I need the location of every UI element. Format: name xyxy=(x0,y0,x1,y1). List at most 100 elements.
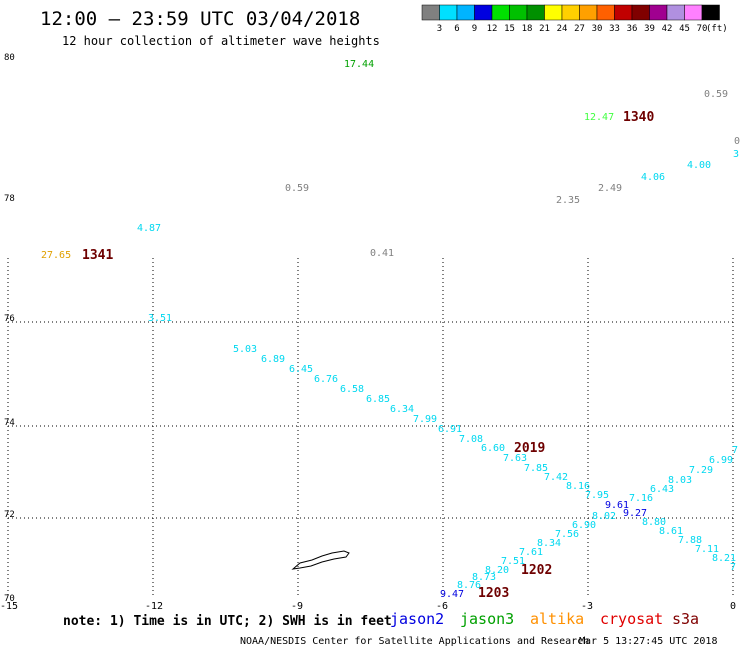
swh-value: 7.95 xyxy=(585,490,609,501)
lon-label-minus-6: -6 xyxy=(436,601,448,612)
legend-tick-label: 39 xyxy=(644,24,655,34)
swh-value: 7.61 xyxy=(519,547,543,558)
legend-swatch xyxy=(474,4,493,21)
lon-label-minus-9: -9 xyxy=(291,601,303,612)
swh-value: 8.61 xyxy=(659,526,683,537)
lon-label-minus-15: -15 xyxy=(0,601,18,612)
legend-swatch xyxy=(649,4,668,21)
swh-value: 3 xyxy=(733,149,739,160)
swh-value: 8.34 xyxy=(537,538,561,549)
pass-time-label: 1340 xyxy=(623,110,654,125)
wave-height-color-legend: 3 6 9 12 15 18 21 24 27 30 33 36 39 42 45 70 xyxy=(421,4,720,34)
swh-value: 7.85 xyxy=(524,463,548,474)
pass-time-labels: 1340 1341 2019 1202 1203 xyxy=(82,110,654,601)
map-grid xyxy=(7,258,734,598)
legend-swatch xyxy=(666,4,685,21)
swh-value: 8.76 xyxy=(457,580,481,591)
legend-swatch xyxy=(684,4,703,21)
swh-value: 6.43 xyxy=(650,484,674,495)
swh-value: 6.45 xyxy=(289,364,313,375)
legend-swatch xyxy=(456,4,475,21)
satellite-legend: jason2 jason3 altika cryosat s3a xyxy=(390,610,699,628)
legend-swatch xyxy=(421,4,440,21)
satellite-s3a: s3a xyxy=(672,610,699,628)
swh-value: 8.16 xyxy=(566,481,590,492)
pass-time-label: 1341 xyxy=(82,248,113,263)
pass-time-label: 2019 xyxy=(514,441,545,456)
island-outline xyxy=(291,550,350,570)
swh-value: 0 xyxy=(734,136,740,147)
swh-value: 6.99 xyxy=(709,455,733,466)
swh-value: 27.65 xyxy=(41,250,71,261)
swh-value: 8.03 xyxy=(668,475,692,486)
swh-value: 0.59 xyxy=(285,183,309,194)
swh-value: 4.06 xyxy=(641,172,665,183)
footer-credit: NOAA/NESDIS Center for Satellite Applica… xyxy=(240,636,589,647)
swh-value: 9.61 xyxy=(605,500,629,511)
legend-tick-label: 21 xyxy=(539,24,550,34)
legend-tick-label: 42 xyxy=(662,24,673,34)
legend-tick-label: 33 xyxy=(609,24,620,34)
lat-label-72: 72 xyxy=(4,510,15,520)
legend-tick-label: 45 xyxy=(679,24,690,34)
swh-value: 8.02 xyxy=(592,511,616,522)
swh-value: 7.63 xyxy=(503,453,527,464)
swh-value: 7.51 xyxy=(501,556,525,567)
swh-value: 3.51 xyxy=(148,313,172,324)
swh-value: 6.76 xyxy=(314,374,338,385)
swh-value: 6.60 xyxy=(481,443,505,454)
legend-tick-label: 9 xyxy=(472,24,477,34)
swh-value: 7.88 xyxy=(678,535,702,546)
lat-label-74: 74 xyxy=(4,418,15,428)
footer-note: note: 1) Time is in UTC; 2) SWH is in fe… xyxy=(63,614,392,629)
swh-value: 7.16 xyxy=(629,493,653,504)
swh-value: 8.73 xyxy=(472,572,496,583)
legend-tick-label: 70 xyxy=(697,24,708,34)
lat-label-76: 76 xyxy=(4,314,15,324)
swh-value: 4.00 xyxy=(687,160,711,171)
pass-time-label: 1202 xyxy=(521,563,552,578)
legend-swatch xyxy=(439,4,458,21)
swh-value: 6.89 xyxy=(261,354,285,365)
swh-value: 9.47 xyxy=(440,589,464,600)
legend-tick-label: 3 xyxy=(437,24,442,34)
swh-value: 6.90 xyxy=(572,520,596,531)
swh-value: 4.87 xyxy=(137,223,161,234)
legend-unit: (ft) xyxy=(706,24,728,34)
swh-value: 12.47 xyxy=(584,112,614,123)
swh-value: 6.91 xyxy=(438,424,462,435)
swh-value: 7.29 xyxy=(689,465,713,476)
swh-value: 5.03 xyxy=(233,344,257,355)
legend-swatch xyxy=(579,4,598,21)
footer-timestamp: Mar 5 13:27:45 UTC 2018 xyxy=(579,636,717,647)
legend-tick-label: 24 xyxy=(557,24,568,34)
map-subtitle: 12 hour collection of altimeter wave hei… xyxy=(62,34,380,48)
swh-value: 8.80 xyxy=(642,517,666,528)
map-title: 12:00 — 23:59 UTC 03/04/2018 xyxy=(40,8,360,30)
legend-swatch xyxy=(526,4,545,21)
pass-time-label: 1203 xyxy=(478,586,509,601)
wave-height-observations: 17.44 0.59 12.47 0 3 4.00 4.06 2.49 2.35… xyxy=(41,59,740,600)
swh-value: 9.27 xyxy=(623,508,647,519)
legend-swatch xyxy=(544,4,563,21)
legend-swatch xyxy=(561,4,580,21)
legend-swatch xyxy=(614,4,633,21)
legend-tick-label: 18 xyxy=(522,24,533,34)
swh-value: 7.11 xyxy=(695,544,719,555)
legend-swatch xyxy=(509,4,528,21)
swh-value: 7.56 xyxy=(555,529,579,540)
swh-value: 7 xyxy=(730,562,736,573)
legend-tick-label: 36 xyxy=(627,24,638,34)
swh-value: 6.58 xyxy=(340,384,364,395)
legend-tick-label: 6 xyxy=(454,24,459,34)
swh-value: 7.99 xyxy=(413,414,437,425)
swh-value: 17.44 xyxy=(344,59,374,70)
lon-label-0: 0 xyxy=(730,601,736,612)
satellite-jason2: jason2 xyxy=(390,610,444,628)
legend-swatch xyxy=(631,4,650,21)
legend-swatch xyxy=(596,4,615,21)
satellite-cryosat: cryosat xyxy=(600,610,663,628)
swh-value: 2.49 xyxy=(598,183,622,194)
swh-value: 7.08 xyxy=(459,434,483,445)
